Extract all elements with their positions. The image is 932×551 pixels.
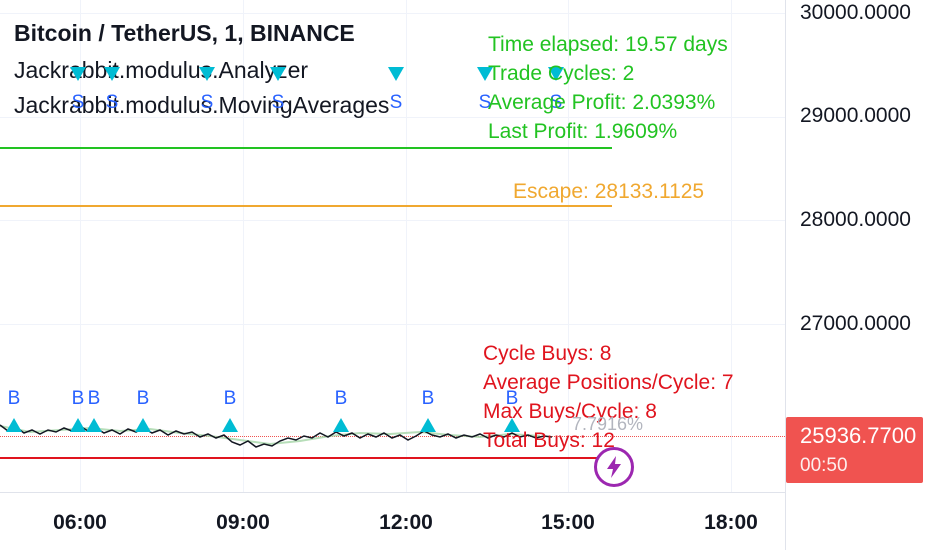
buy-marker-icon — [222, 418, 238, 432]
buy-label: B — [334, 388, 348, 409]
sell-label: S — [71, 92, 85, 113]
stop-line — [0, 457, 612, 459]
grid-line — [0, 117, 785, 118]
grid-line — [0, 324, 785, 325]
faded-percent-label: 7.7916% — [572, 414, 644, 434]
time-axis[interactable]: 06:00 09:00 12:00 15:00 18:00 — [0, 492, 785, 551]
time-elapsed-stat: Time elapsed: 19.57 days — [488, 33, 728, 56]
sell-marker-icon — [199, 67, 215, 81]
lightning-bolt-icon — [607, 456, 621, 478]
buy-marker-icon — [135, 418, 151, 432]
buy-label: B — [136, 388, 150, 409]
time-tick-label: 15:00 — [541, 511, 595, 534]
sell-label: S — [549, 92, 563, 113]
price-axis[interactable]: 30000.0000 29000.0000 28000.0000 27000.0… — [785, 0, 932, 550]
buy-marker-icon — [86, 418, 102, 432]
sell-marker-icon — [270, 67, 286, 81]
total-buys-stat: Total Buys: 12 — [483, 429, 615, 452]
max-buys-stat: Max Buys/Cycle: 8 — [483, 400, 657, 423]
grid-line — [0, 220, 785, 221]
price-tick-label: 28000.0000 — [800, 208, 911, 231]
buy-label: B — [87, 388, 101, 409]
time-tick-label: 18:00 — [704, 511, 758, 534]
buy-label: B — [505, 388, 519, 409]
buy-label: B — [71, 388, 85, 409]
buy-label: B — [7, 388, 21, 409]
lightning-bolt-button[interactable] — [594, 447, 634, 487]
buy-marker-icon — [70, 418, 86, 432]
buy-label: B — [223, 388, 237, 409]
last-profit-stat: Last Profit: 1.9609% — [488, 120, 678, 143]
price-tick-label: 27000.0000 — [800, 312, 911, 335]
time-tick-label: 09:00 — [216, 511, 270, 534]
grid-line — [568, 0, 569, 492]
sell-label: S — [271, 92, 285, 113]
buy-marker-icon — [6, 418, 22, 432]
escape-line — [0, 205, 612, 207]
sell-label: S — [105, 92, 119, 113]
price-tick-label: 30000.0000 — [800, 1, 911, 24]
trade-cycles-stat: Trade Cycles: 2 — [488, 62, 635, 85]
current-price-line — [0, 436, 785, 437]
buy-marker-icon — [504, 418, 520, 432]
escape-label: Escape: 28133.1125 — [513, 180, 705, 203]
current-price-tag: 25936.7700 00:50 — [786, 417, 923, 483]
sell-marker-icon — [548, 67, 564, 81]
cycle-buys-stat: Cycle Buys: 8 — [483, 342, 612, 365]
buy-marker-icon — [420, 418, 436, 432]
sell-label: S — [200, 92, 214, 113]
grid-line — [731, 0, 732, 492]
chart-pane[interactable]: Bitcoin / TetherUS, 1, BINANCE Jackrabbi… — [0, 0, 785, 492]
bar-countdown: 00:50 — [800, 455, 848, 476]
indicator-analyzer-label[interactable]: Jackrabbit.modulus.Analyzer — [14, 57, 309, 83]
sell-label: S — [478, 92, 492, 113]
grid-line — [406, 0, 407, 492]
sell-marker-icon — [477, 67, 493, 81]
profit-target-line — [0, 147, 612, 149]
current-price-value: 25936.7700 — [800, 423, 917, 448]
average-profit-stat: Average Profit: 2.0393% — [488, 91, 716, 114]
sell-marker-icon — [388, 67, 404, 81]
grid-line — [243, 0, 244, 492]
time-tick-label: 06:00 — [53, 511, 107, 534]
sell-marker-icon — [70, 67, 86, 81]
grid-line — [0, 13, 785, 14]
time-tick-label: 12:00 — [379, 511, 433, 534]
symbol-title[interactable]: Bitcoin / TetherUS, 1, BINANCE — [14, 20, 355, 46]
sell-label: S — [389, 92, 403, 113]
price-tick-label: 29000.0000 — [800, 104, 911, 127]
grid-line — [80, 0, 81, 492]
indicator-moving-averages-label[interactable]: Jackrabbit.modulus.MovingAverages — [14, 92, 390, 118]
sell-marker-icon — [104, 67, 120, 81]
buy-marker-icon — [333, 418, 349, 432]
buy-label: B — [421, 388, 435, 409]
average-positions-stat: Average Positions/Cycle: 7 — [483, 371, 734, 394]
